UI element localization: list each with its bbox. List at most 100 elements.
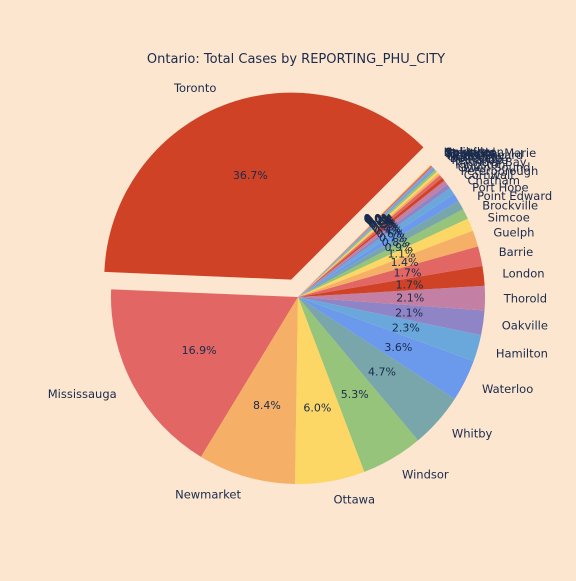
category-label-oakville-8: Oakville bbox=[502, 318, 548, 332]
percent-label-timmins-28: 0.0% bbox=[365, 213, 393, 226]
percent-label-oakville-8: 2.1% bbox=[395, 307, 423, 320]
category-label-windsor-4: Windsor bbox=[402, 467, 449, 481]
pie-slice-stratford-31 bbox=[298, 165, 432, 297]
category-label-timmins-28: Timmins bbox=[445, 147, 495, 161]
category-label-thorold-9: Thorold bbox=[503, 291, 547, 305]
pie-slice-owen-sound-20 bbox=[298, 177, 445, 297]
category-label-pembroke-23: Pembroke bbox=[451, 153, 508, 167]
percent-label-london-10: 1.7% bbox=[396, 278, 424, 291]
category-label-hamilton-7: Hamilton bbox=[496, 346, 548, 360]
percent-label-oakville-32: 0.0% bbox=[364, 212, 392, 225]
percent-label-belleville-24: 0.2% bbox=[367, 215, 395, 228]
pie-slice-thunder-bay-22 bbox=[298, 173, 440, 297]
category-label-mississauga-1: Mississauga bbox=[48, 387, 117, 401]
percent-label-kingston-21: 0.3% bbox=[370, 219, 398, 232]
percent-label-new-liskeard-27: 0.1% bbox=[365, 213, 393, 226]
pie-slice-pembroke-23 bbox=[298, 171, 439, 297]
percent-labels-layer: 36.7% 16.9% 8.4% 6.0% 5.3% 4.7% 3.6% 2.3% 2.1% 2.… bbox=[182, 169, 425, 414]
percent-label-chatham-17: 0.6% bbox=[376, 227, 404, 240]
percent-label-port-hope-16: 0.7% bbox=[379, 231, 407, 244]
category-label-point-edward-15: Point Edward bbox=[477, 189, 552, 203]
category-label-haliburton-33: Haliburton bbox=[444, 145, 504, 159]
percent-label-sault-ste-marie-30: 0.0% bbox=[364, 213, 392, 226]
category-label-cornwall-18: Cornwall bbox=[464, 168, 514, 182]
pie-slice-chatham-17 bbox=[298, 188, 455, 297]
pie-slice-peterborough-19 bbox=[298, 180, 448, 297]
category-label-sault-ste-marie-30: Sault Ste. Marie bbox=[445, 146, 536, 160]
pie-slice-port-hope-16 bbox=[298, 193, 459, 297]
pie-slice-ottawa-3 bbox=[295, 297, 365, 484]
percent-label-brockville-14: 0.9% bbox=[385, 241, 413, 254]
percent-label-newmarket-2: 8.4% bbox=[253, 399, 281, 412]
pie-slice-waterloo-6 bbox=[298, 297, 474, 400]
category-label-guelph-12: Guelph bbox=[493, 226, 534, 240]
category-label-north-bay-26: North Bay bbox=[448, 149, 506, 163]
percent-label-hamilton-7: 2.3% bbox=[392, 322, 420, 335]
category-label-belleville-24: Belleville bbox=[450, 151, 502, 165]
percent-label-owen-sound-20: 0.3% bbox=[371, 220, 399, 233]
pie-slice-windsor-4 bbox=[298, 297, 419, 472]
pie-slice-kenora-29 bbox=[298, 166, 433, 297]
pie-slice-north-bay-26 bbox=[298, 168, 435, 297]
category-label-toronto-0: Toronto bbox=[173, 81, 216, 95]
percent-label-waterloo-6: 3.6% bbox=[384, 341, 412, 354]
category-label-london-10: London bbox=[502, 267, 544, 281]
category-label-port-hope-16: Port Hope bbox=[472, 180, 529, 194]
chart-title: Ontario: Total Cases by REPORTING_PHU_CI… bbox=[147, 52, 445, 67]
percent-label-windsor-4: 5.3% bbox=[341, 388, 369, 401]
pie-slice-new-liskeard-27 bbox=[298, 167, 434, 297]
category-label-kenora-29: Kenora bbox=[446, 147, 486, 161]
category-label-waterloo-6: Waterloo bbox=[482, 382, 533, 396]
pie-slice-london-10 bbox=[298, 265, 485, 297]
pie-slice-belleville-24 bbox=[298, 169, 437, 297]
pie-slice-sault-ste-marie-30 bbox=[298, 166, 432, 297]
pie-slice-barrie-11 bbox=[298, 246, 483, 297]
percent-label-kenora-29: 0.0% bbox=[364, 213, 392, 226]
pie-slice-point-edward-15 bbox=[298, 200, 464, 297]
category-label-kingston-21: Kingston bbox=[455, 157, 505, 171]
pie-slice-simcoe-13 bbox=[298, 218, 473, 297]
category-label-ottawa-3: Ottawa bbox=[334, 493, 376, 507]
pie-slice-thorold-9 bbox=[298, 285, 485, 311]
pie-slice-haliburton-33 bbox=[298, 164, 431, 297]
category-label-whitby-5: Whitby bbox=[452, 426, 493, 440]
percent-label-thunder-bay-22: 0.2% bbox=[369, 217, 397, 230]
percent-label-guelph-12: 1.4% bbox=[391, 256, 419, 269]
percent-label-pembroke-23: 0.2% bbox=[368, 216, 396, 229]
pie-slice-sudbury-25 bbox=[298, 169, 436, 297]
pie-slice-toronto-0 bbox=[104, 92, 424, 280]
pie-slice-newmarket-2 bbox=[200, 297, 298, 484]
percent-label-point-edward-15: 0.8% bbox=[382, 236, 410, 249]
percent-label-barrie-11: 1.7% bbox=[393, 266, 421, 279]
category-label-sudbury-25: Sudbury bbox=[448, 150, 496, 164]
percent-label-toronto-0: 36.7% bbox=[233, 169, 268, 182]
pie-slice-whitby-5 bbox=[298, 297, 455, 441]
category-label-brockville-14: Brockville bbox=[482, 199, 538, 213]
percent-label-peterborough-19: 0.4% bbox=[373, 222, 401, 235]
category-label-chatham-17: Chatham bbox=[467, 173, 519, 187]
percent-label-ottawa-3: 6.0% bbox=[303, 402, 331, 415]
category-label-newmarket-2: Newmarket bbox=[175, 488, 241, 502]
pie-slice-timmins-28 bbox=[298, 166, 433, 297]
pie-slice-guelph-12 bbox=[298, 230, 479, 297]
percent-label-simcoe-13: 1.1% bbox=[387, 248, 415, 261]
percent-label-haliburton-33: 0.0% bbox=[363, 212, 391, 225]
category-label-barrie-11: Barrie bbox=[499, 245, 533, 259]
pie-slice-cornwall-18 bbox=[298, 184, 451, 297]
percent-label-cornwall-18: 0.4% bbox=[374, 225, 402, 238]
category-label-stratford-31: Stratford bbox=[445, 146, 496, 160]
percent-label-north-bay-26: 0.1% bbox=[366, 214, 394, 227]
category-label-new-liskeard-27: New Liskeard bbox=[447, 148, 524, 162]
pie-slice-oakville-8 bbox=[298, 297, 485, 336]
percent-label-whitby-5: 4.7% bbox=[368, 365, 396, 378]
pie-slice-hamilton-7 bbox=[298, 297, 482, 362]
percent-label-sudbury-25: 0.1% bbox=[366, 214, 394, 227]
category-labels-layer: Toronto Mississauga Newmarket Ottawa Windsor… bbox=[48, 81, 552, 507]
category-label-owen-sound-20: Owen Sound bbox=[458, 160, 531, 174]
percent-label-mississauga-1: 16.9% bbox=[182, 344, 217, 357]
pie-slice-kingston-21 bbox=[298, 175, 443, 297]
category-label-peterborough-19: Peterborough bbox=[461, 164, 539, 178]
category-label-oakville-32: Oakville bbox=[444, 145, 490, 159]
